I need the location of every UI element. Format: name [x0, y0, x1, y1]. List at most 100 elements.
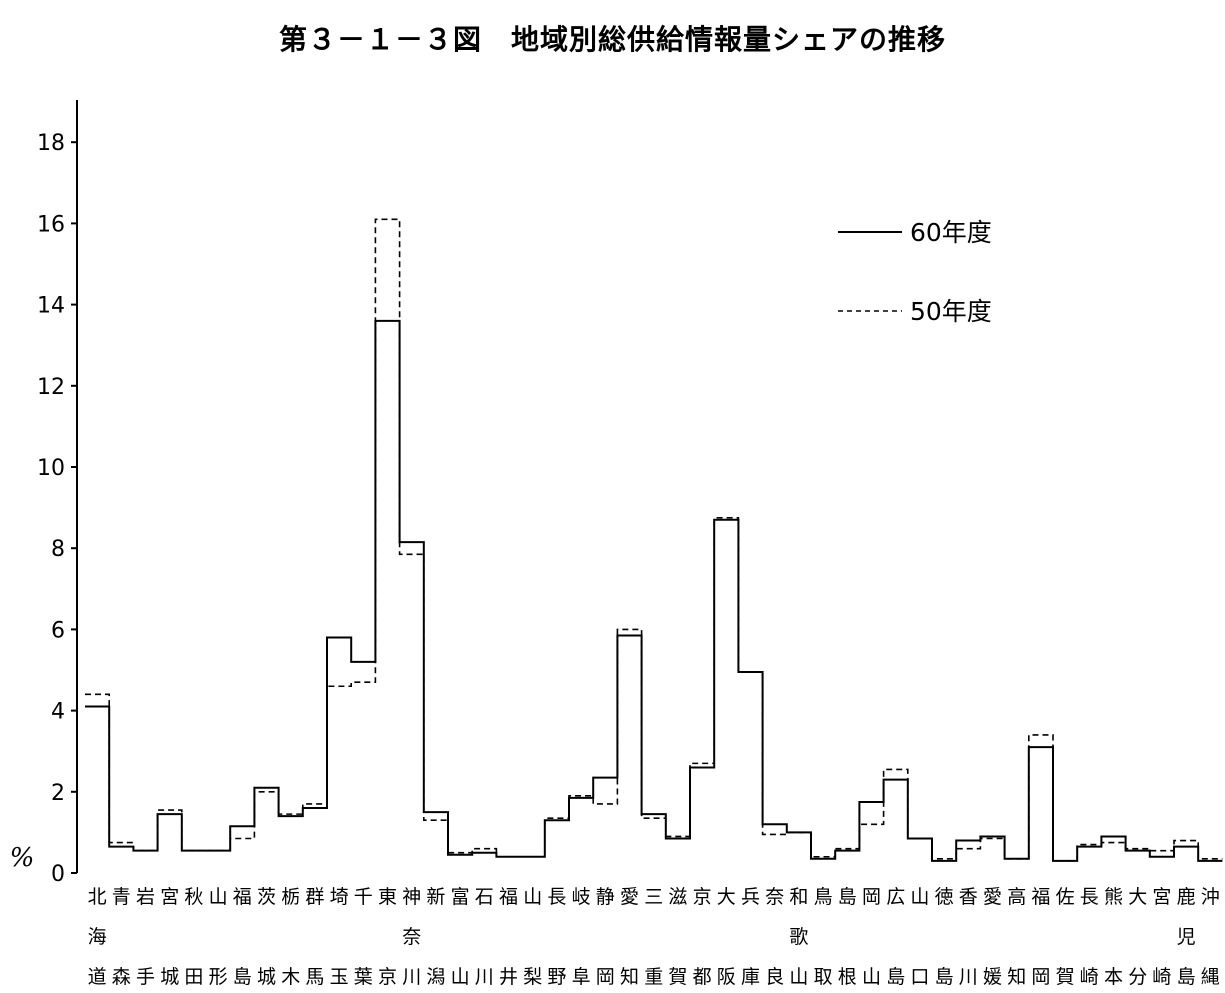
x-tick-label: 兵	[741, 886, 760, 908]
series-line-dashed	[85, 218, 1223, 862]
y-tick-label: 12	[37, 375, 65, 400]
x-tick-label: 奈	[402, 926, 421, 948]
x-tick-label: 千	[354, 886, 373, 908]
x-tick-label: 秋	[184, 886, 203, 908]
x-tick-label: 道	[88, 966, 107, 988]
x-tick-label: 岐	[572, 886, 591, 908]
series-line-solid	[85, 319, 1223, 862]
x-tick-label: 福	[233, 886, 252, 908]
x-tick-label: 茨	[257, 886, 276, 908]
x-tick-label: 田	[184, 966, 203, 988]
x-tick-label: 山	[862, 966, 881, 988]
y-tick-label: 14	[37, 294, 65, 319]
legend-label: 50年度	[910, 297, 992, 326]
x-tick-label: 山	[910, 886, 929, 908]
x-tick-label: 歌	[789, 926, 808, 948]
x-tick-label: 川	[475, 966, 494, 988]
x-tick-label: 北	[88, 886, 107, 908]
x-tick-label: 媛	[983, 966, 1002, 988]
x-tick-label: 根	[838, 966, 857, 988]
x-tick-label: 岡	[1031, 966, 1050, 988]
x-tick-label: 神	[402, 886, 421, 908]
x-tick-label: 玉	[330, 966, 349, 988]
x-tick-label: 岡	[596, 966, 615, 988]
x-tick-label: 知	[1007, 966, 1026, 988]
x-tick-label: 青	[112, 886, 131, 908]
x-tick-label: 大	[717, 886, 736, 908]
x-tick-label: 長	[547, 886, 566, 908]
x-tick-label: 栃	[281, 886, 300, 908]
x-tick-label: 熊	[1104, 886, 1123, 908]
x-tick-label: 三	[644, 886, 663, 908]
x-tick-label: 島	[838, 886, 857, 908]
x-tick-label: 鹿	[1177, 886, 1196, 908]
y-tick-label: 8	[51, 537, 65, 562]
x-tick-label: 木	[281, 966, 300, 988]
x-tick-label: 鳥	[814, 886, 833, 908]
y-tick-label: 18	[37, 131, 65, 156]
x-tick-label: 島	[886, 966, 905, 988]
x-tick-label: 京	[378, 966, 397, 988]
x-tick-label: 静	[596, 886, 615, 908]
x-tick-label: 城	[160, 966, 179, 988]
x-tick-label: 山	[789, 966, 808, 988]
x-tick-label: 新	[426, 886, 445, 908]
y-tick-label: 2	[51, 781, 65, 806]
x-tick-label: 手	[136, 966, 155, 988]
x-tick-label: 愛	[620, 886, 639, 908]
x-tick-label: 福	[499, 886, 518, 908]
x-tick-label: 埼	[330, 886, 349, 908]
x-tick-label: 大	[1128, 886, 1147, 908]
x-tick-label: 取	[814, 966, 833, 988]
x-tick-label: 井	[499, 966, 518, 988]
chart-title: 第３－１－３図 地域別総供給情報量シェアの推移	[278, 23, 946, 56]
x-tick-label: 形	[209, 966, 228, 988]
x-tick-label: 縄	[1201, 966, 1220, 988]
x-tick-label: 口	[910, 966, 929, 988]
x-tick-label: 阜	[572, 966, 591, 988]
x-tick-label: 和	[789, 886, 808, 908]
x-tick-label: 岡	[862, 886, 881, 908]
y-tick-label: 6	[51, 618, 65, 643]
x-tick-label: 山	[451, 966, 470, 988]
x-tick-label: 葉	[354, 966, 373, 988]
x-tick-label: 森	[112, 966, 131, 988]
y-axis-label: %	[10, 843, 35, 873]
x-tick-label: 都	[693, 966, 712, 988]
x-tick-label: 崎	[1080, 966, 1099, 988]
x-tick-label: 重	[644, 966, 663, 988]
x-tick-label: 東	[378, 886, 397, 908]
x-tick-label: 賀	[1056, 966, 1075, 988]
x-tick-label: 知	[620, 966, 639, 988]
x-tick-label: 岩	[136, 886, 155, 908]
x-tick-label: 山	[523, 886, 542, 908]
x-tick-label: 本	[1104, 966, 1123, 988]
x-tick-label: 奈	[765, 886, 784, 908]
x-tick-label: 石	[475, 886, 494, 908]
x-tick-label: 沖	[1201, 886, 1220, 908]
x-tick-label: 香	[959, 886, 978, 908]
x-tick-label: 馬	[305, 966, 324, 988]
x-tick-label: 島	[935, 966, 954, 988]
x-tick-label: 佐	[1056, 886, 1075, 908]
y-tick-label: 16	[37, 212, 65, 237]
x-tick-label: 広	[886, 886, 905, 908]
x-tick-label: 川	[402, 966, 421, 988]
x-tick-label: 富	[451, 886, 470, 908]
y-tick-label: 4	[51, 700, 65, 725]
x-tick-label: 徳	[935, 886, 954, 908]
x-tick-label: 宮	[160, 886, 179, 908]
x-tick-label: 崎	[1152, 966, 1171, 988]
x-tick-label: 潟	[426, 966, 445, 988]
x-tick-label: 愛	[983, 886, 1002, 908]
x-tick-label: 賀	[668, 966, 687, 988]
x-tick-label: 庫	[741, 966, 760, 988]
x-tick-label: 阪	[717, 966, 736, 988]
x-tick-label: 野	[547, 966, 566, 988]
x-tick-label: 良	[765, 966, 784, 988]
x-tick-label: 梨	[523, 966, 542, 988]
x-tick-label: 城	[257, 966, 276, 988]
x-tick-label: 宮	[1152, 886, 1171, 908]
y-tick-label: 0	[51, 862, 65, 887]
